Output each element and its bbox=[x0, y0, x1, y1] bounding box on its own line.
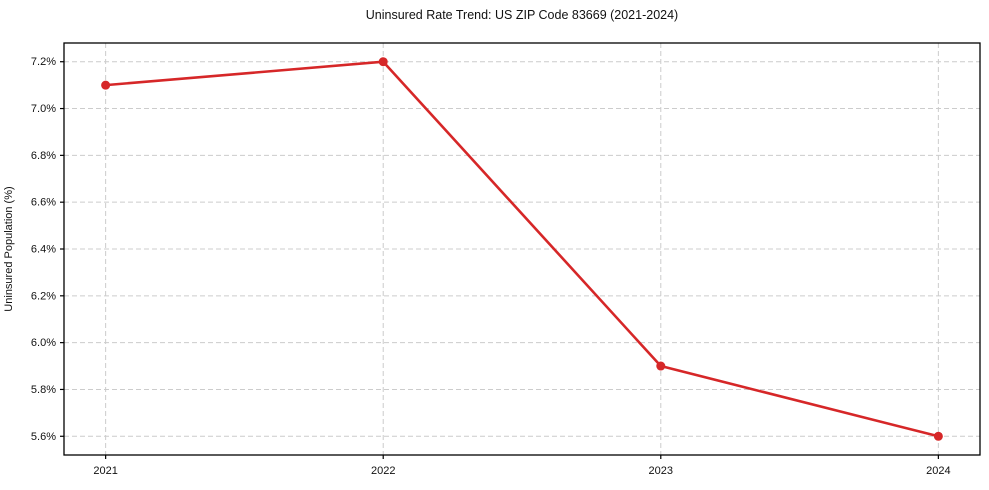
x-tick-label: 2024 bbox=[926, 465, 950, 477]
data-point bbox=[933, 431, 943, 441]
y-tick-label: 7.0% bbox=[31, 103, 56, 115]
y-tick-label: 6.4% bbox=[31, 244, 56, 256]
chart-title: Uninsured Rate Trend: US ZIP Code 83669 … bbox=[365, 8, 679, 22]
y-tick-label: 7.2% bbox=[31, 56, 56, 68]
y-tick-label: 6.6% bbox=[31, 197, 56, 209]
y-tick-label: 6.0% bbox=[31, 337, 56, 349]
x-tick-label: 2023 bbox=[649, 465, 673, 477]
data-point bbox=[656, 361, 666, 371]
y-tick-label: 6.8% bbox=[31, 150, 56, 162]
y-tick-label: 6.2% bbox=[31, 290, 56, 302]
y-tick-label: 5.8% bbox=[31, 384, 56, 396]
y-tick-label: 5.6% bbox=[31, 431, 56, 443]
data-point bbox=[101, 80, 111, 90]
trend-line bbox=[104, 60, 940, 438]
x-tick-label: 2021 bbox=[93, 465, 117, 477]
data-point bbox=[378, 57, 388, 67]
x-tick-label: 2022 bbox=[371, 465, 395, 477]
